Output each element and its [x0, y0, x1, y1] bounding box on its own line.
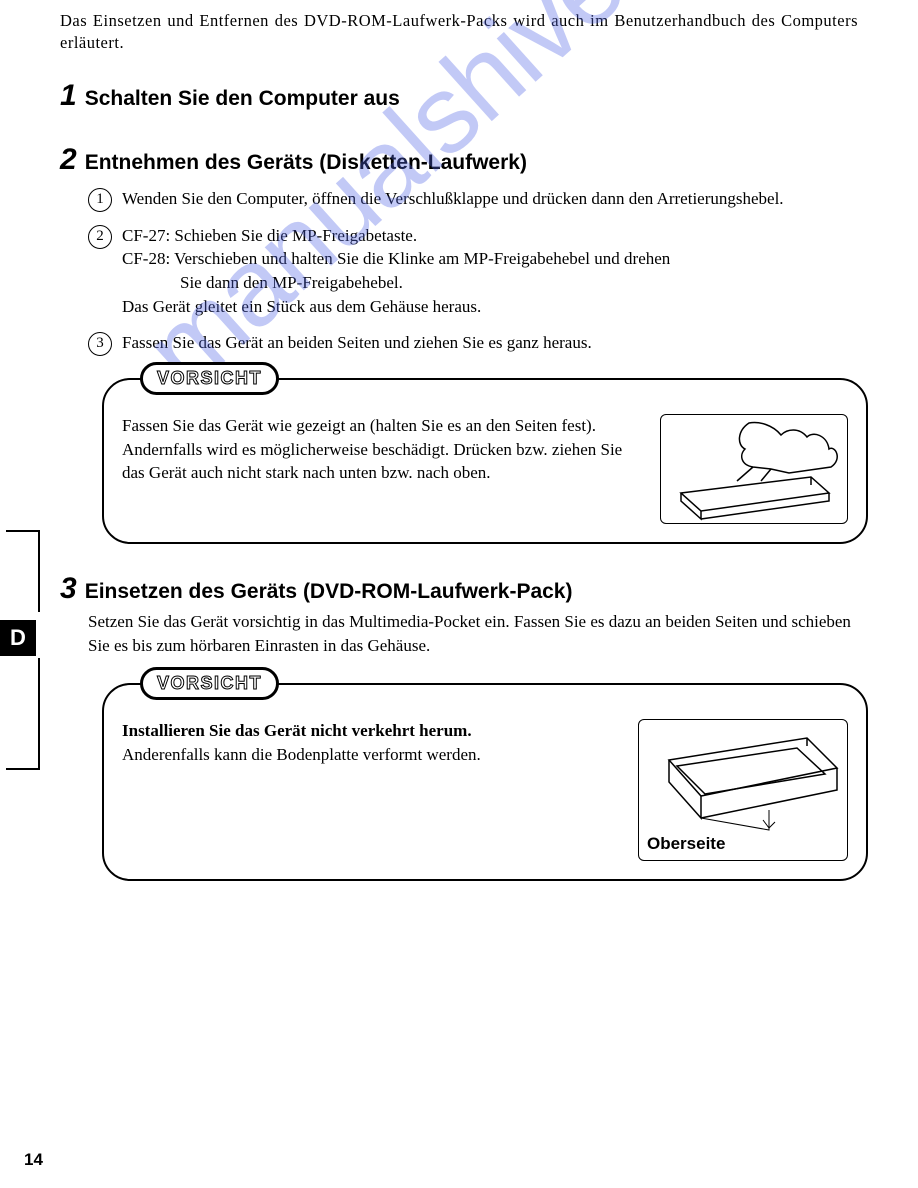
step-3-number: 3: [60, 574, 77, 604]
caution-2-image-label: Oberseite: [647, 834, 725, 854]
intro-paragraph: Das Einsetzen und Entfernen des DVD-ROM-…: [60, 10, 858, 55]
page-number: 14: [24, 1150, 43, 1170]
caution-2-text: Installieren Sie das Gerät nicht verkehr…: [122, 719, 624, 767]
caution-2-line: Anderenfalls kann die Bodenplatte verfor…: [122, 743, 624, 767]
caution-2-illustration: Oberseite: [638, 719, 848, 861]
step-2: 2 Entnehmen des Geräts (Disketten-Laufwe…: [60, 145, 868, 544]
caution-box-2: VORSICHT Installieren Sie das Gerät nich…: [102, 683, 868, 881]
step-2-sub-3: 3 Fassen Sie das Gerät an beiden Seiten …: [88, 331, 868, 356]
step-2-sub-3-text: Fassen Sie das Gerät an beiden Seiten un…: [122, 331, 592, 356]
sub2-line2: CF-28: Verschieben und halten Sie die Kl…: [122, 247, 670, 271]
step-1: 1 Schalten Sie den Computer aus: [60, 81, 868, 111]
sub2-line4: Das Gerät gleitet ein Stück aus dem Gehä…: [122, 295, 670, 319]
step-1-number: 1: [60, 81, 77, 111]
caution-1-text: Fassen Sie das Gerät wie gezeigt an (hal…: [122, 414, 646, 485]
sub2-line3: Sie dann den MP-Freigabehebel.: [180, 271, 670, 295]
step-2-number: 2: [60, 145, 77, 175]
circled-1-icon: 1: [88, 188, 112, 212]
caution-2-bold: Installieren Sie das Gerät nicht verkehr…: [122, 719, 624, 743]
sub2-line1: CF-27: Schieben Sie die MP-Freigabetaste…: [122, 224, 670, 248]
circled-2-icon: 2: [88, 225, 112, 249]
caution-box-1: VORSICHT Fassen Sie das Gerät wie gezeig…: [102, 378, 868, 544]
caution-1-illustration: [660, 414, 848, 524]
step-1-title: Schalten Sie den Computer aus: [85, 87, 400, 111]
step-3: 3 Einsetzen des Geräts (DVD-ROM-Laufwerk…: [60, 574, 868, 882]
caution-2-label: VORSICHT: [140, 667, 279, 700]
caution-1-label: VORSICHT: [140, 362, 279, 395]
side-tab-d: D: [0, 620, 36, 656]
step-2-sub-2-text: CF-27: Schieben Sie die MP-Freigabetaste…: [122, 224, 670, 319]
step-3-title: Einsetzen des Geräts (DVD-ROM-Laufwerk-P…: [85, 580, 573, 604]
step-2-title: Entnehmen des Geräts (Disketten-Laufwerk…: [85, 151, 527, 175]
step-2-sub-1-text: Wenden Sie den Computer, öffnen die Vers…: [122, 187, 784, 212]
step-2-sub-2: 2 CF-27: Schieben Sie die MP-Freigabetas…: [88, 224, 868, 319]
step-3-body: Setzen Sie das Gerät vorsichtig in das M…: [88, 610, 868, 658]
circled-3-icon: 3: [88, 332, 112, 356]
step-2-sub-1: 1 Wenden Sie den Computer, öffnen die Ve…: [88, 187, 868, 212]
